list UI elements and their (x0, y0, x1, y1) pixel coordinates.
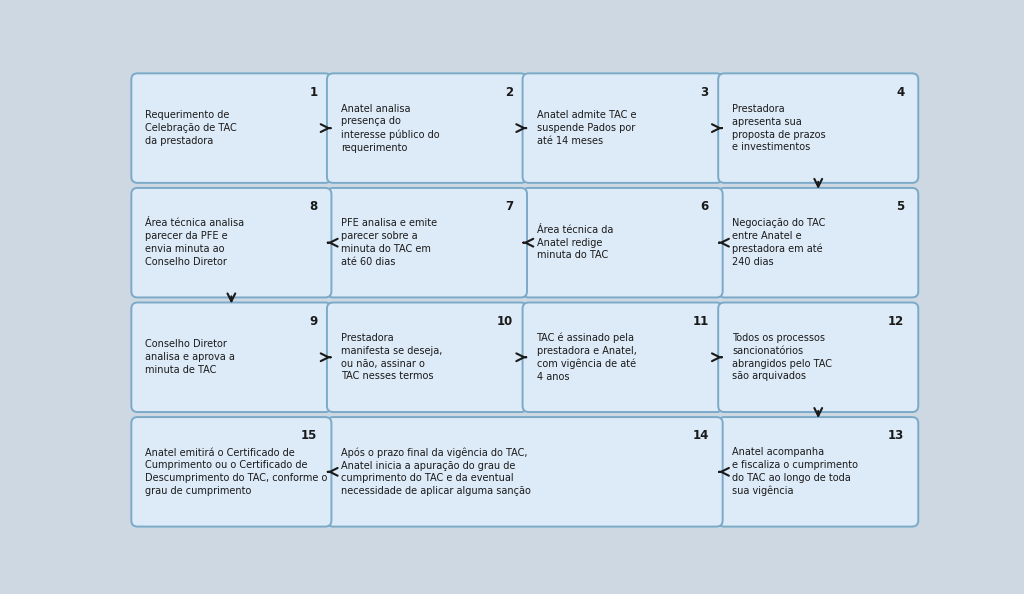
Text: Área técnica analisa
parecer da PFE e
envia minuta ao
Conselho Diretor: Área técnica analisa parecer da PFE e en… (145, 219, 245, 267)
Text: Após o prazo final da vigência do TAC,
Anatel inicia a apuração do grau de
cumpr: Após o prazo final da vigência do TAC, A… (341, 447, 530, 496)
FancyBboxPatch shape (522, 188, 723, 298)
FancyBboxPatch shape (131, 417, 332, 527)
Text: 7: 7 (505, 200, 513, 213)
FancyBboxPatch shape (131, 302, 332, 412)
Text: Anatel acompanha
e fiscaliza o cumprimento
do TAC ao longo de toda
sua vigência: Anatel acompanha e fiscaliza o cumprimen… (732, 447, 858, 497)
FancyBboxPatch shape (522, 302, 723, 412)
Text: 1: 1 (309, 86, 317, 99)
FancyBboxPatch shape (131, 73, 332, 183)
Text: 8: 8 (309, 200, 317, 213)
Text: 4: 4 (896, 86, 904, 99)
Text: 13: 13 (888, 429, 904, 443)
Text: 3: 3 (700, 86, 709, 99)
Text: Anatel emitirá o Certificado de
Cumprimento ou o Certificado de
Descumprimento d: Anatel emitirá o Certificado de Cumprime… (145, 448, 328, 496)
FancyBboxPatch shape (718, 73, 919, 183)
Text: Anatel analisa
presença do
interesse público do
requerimento: Anatel analisa presença do interesse púb… (341, 103, 439, 153)
Text: 15: 15 (301, 429, 317, 443)
Text: Conselho Diretor
analisa e aprova a
minuta de TAC: Conselho Diretor analisa e aprova a minu… (145, 339, 236, 375)
Text: TAC é assinado pela
prestadora e Anatel,
com vigência de até
4 anos: TAC é assinado pela prestadora e Anatel,… (537, 333, 636, 382)
FancyBboxPatch shape (718, 188, 919, 298)
Text: Prestadora
apresenta sua
proposta de prazos
e investimentos: Prestadora apresenta sua proposta de pra… (732, 104, 825, 152)
Text: Negociação do TAC
entre Anatel e
prestadora em até
240 dias: Negociação do TAC entre Anatel e prestad… (732, 218, 825, 267)
Text: Requerimento de
Celebração de TAC
da prestadora: Requerimento de Celebração de TAC da pre… (145, 110, 237, 146)
Text: Área técnica da
Anatel redige
minuta do TAC: Área técnica da Anatel redige minuta do … (537, 225, 613, 261)
FancyBboxPatch shape (522, 73, 723, 183)
FancyBboxPatch shape (131, 188, 332, 298)
Text: PFE analisa e emite
parecer sobre a
minuta do TAC em
até 60 dias: PFE analisa e emite parecer sobre a minu… (341, 219, 437, 267)
Text: 2: 2 (505, 86, 513, 99)
Text: 12: 12 (888, 315, 904, 328)
FancyBboxPatch shape (718, 302, 919, 412)
Text: Todos os processos
sancionatórios
abrangidos pelo TAC
são arquivados: Todos os processos sancionatórios abrang… (732, 333, 833, 381)
Text: Prestadora
manifesta se deseja,
ou não, assinar o
TAC nesses termos: Prestadora manifesta se deseja, ou não, … (341, 333, 442, 381)
FancyBboxPatch shape (327, 73, 527, 183)
Text: 11: 11 (692, 315, 709, 328)
Text: 5: 5 (896, 200, 904, 213)
Text: 6: 6 (700, 200, 709, 213)
Text: 9: 9 (309, 315, 317, 328)
FancyBboxPatch shape (327, 417, 723, 527)
Text: 10: 10 (497, 315, 513, 328)
FancyBboxPatch shape (718, 417, 919, 527)
FancyBboxPatch shape (327, 302, 527, 412)
Text: Anatel admite TAC e
suspende Pados por
até 14 meses: Anatel admite TAC e suspende Pados por a… (537, 110, 636, 146)
Text: 14: 14 (692, 429, 709, 443)
FancyBboxPatch shape (327, 188, 527, 298)
